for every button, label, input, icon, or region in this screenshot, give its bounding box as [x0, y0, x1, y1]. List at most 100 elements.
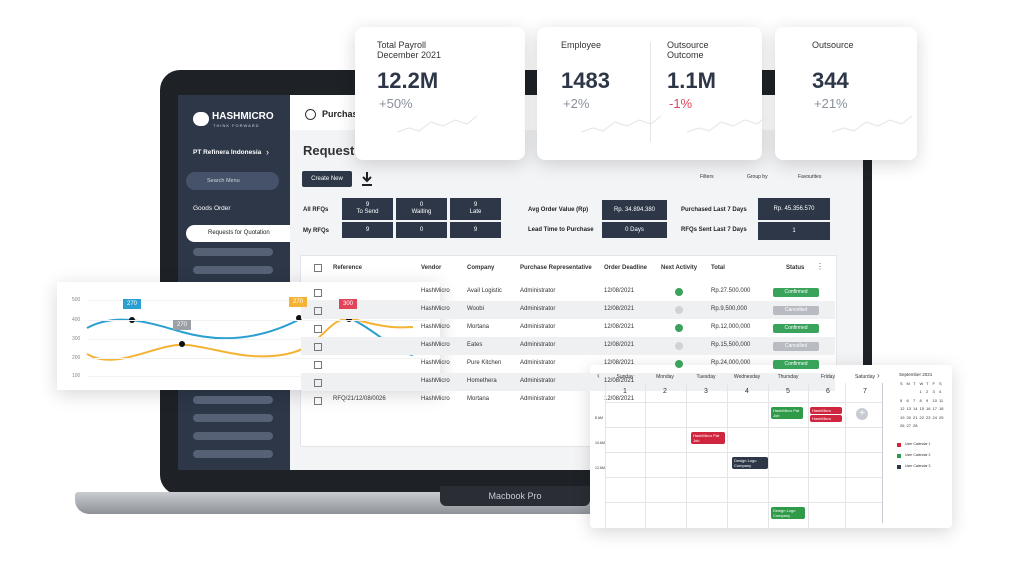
cell: RFQ/21/12/08/0026: [333, 396, 386, 402]
checkbox[interactable]: [314, 264, 322, 272]
menu-placeholder[interactable]: [193, 414, 273, 422]
menu-placeholder[interactable]: [193, 396, 273, 404]
mini-date: 7: [913, 397, 916, 403]
mini-date: 4: [939, 389, 942, 394]
create-button[interactable]: Create New: [302, 171, 352, 187]
company[interactable]: PT Refinera Indonesia: [193, 149, 262, 156]
my-rfq-tile[interactable]: 0: [396, 222, 447, 238]
event[interactable]: HashMicro Pat Job: [691, 432, 725, 444]
checkbox[interactable]: [314, 343, 322, 351]
event[interactable]: Design Logo Company: [771, 507, 805, 519]
checkbox[interactable]: [314, 289, 322, 297]
mini-date: 11: [939, 397, 944, 403]
kpi-subtitle: December 2021: [377, 50, 442, 60]
checkbox[interactable]: [314, 361, 322, 369]
summary-tile[interactable]: 0 Waiting: [396, 198, 447, 220]
col-line: [605, 383, 606, 528]
kpi-title: Outsource: [667, 40, 709, 50]
status-badge: Cancelled: [773, 342, 819, 351]
event[interactable]: HashMicro: [810, 415, 842, 422]
cell: Rp.15,500,000: [711, 342, 751, 348]
metric-label: Avg Order Value (Rp): [528, 207, 589, 213]
mini-date: 16: [926, 406, 931, 411]
menu-placeholder[interactable]: [193, 450, 273, 458]
menu-placeholder[interactable]: [193, 432, 273, 440]
column-header: Next Activity: [661, 265, 698, 271]
summary-tile[interactable]: 9 Late: [450, 198, 501, 220]
search-placeholder: Search Menu: [207, 178, 240, 184]
my-rfqs-label: My RFQs: [303, 228, 330, 234]
module-name[interactable]: Purchase: [322, 109, 363, 119]
kpi-card: [355, 27, 525, 160]
mini-weekday: W: [919, 381, 924, 386]
cell: Administrator: [520, 360, 556, 366]
checkbox[interactable]: [314, 379, 322, 387]
row-line: [605, 502, 882, 503]
weekday: Thursday: [777, 374, 799, 380]
menu-section[interactable]: Goods Order: [193, 205, 231, 212]
tile-value: 9: [365, 202, 370, 208]
search-box[interactable]: [186, 172, 279, 190]
mini-weekday: M: [906, 381, 910, 386]
activity-icon: [675, 342, 683, 350]
y-tick-label: 500: [72, 297, 81, 303]
download-icon[interactable]: [361, 171, 373, 187]
nav-arrow[interactable]: ›: [877, 371, 880, 380]
menu-placeholder[interactable]: [193, 248, 273, 256]
column-header: Status: [786, 265, 805, 271]
weekday: Wednesday: [733, 374, 761, 380]
col-line: [686, 383, 687, 528]
sparkline: [397, 115, 477, 133]
event[interactable]: HashMicro Pat Job: [771, 407, 803, 419]
menu-placeholder[interactable]: [193, 266, 273, 274]
cell: 12/08/2021: [604, 378, 635, 384]
status-badge: Confirmed: [773, 324, 819, 333]
logo: HASHMICRO: [212, 111, 274, 122]
mini-date: 21: [913, 414, 918, 420]
mini-date: 5: [900, 397, 903, 403]
callout: 270: [123, 299, 141, 309]
filters[interactable]: Filters: [700, 174, 714, 180]
row-line: [605, 477, 882, 478]
activity-icon: [675, 306, 683, 314]
cell: HashMicro: [421, 342, 450, 348]
my-rfq-tile[interactable]: 9: [342, 222, 393, 238]
legend-label: User Calendar 2: [905, 453, 931, 457]
col-line: [727, 383, 728, 528]
grid-line: [88, 358, 428, 359]
legend-swatch: [897, 443, 901, 447]
col-line: [768, 383, 769, 528]
checkbox[interactable]: [314, 307, 322, 315]
checkbox[interactable]: [314, 397, 322, 405]
mini-date: 8: [919, 397, 922, 403]
nav-arrow[interactable]: ‹: [597, 371, 600, 380]
group-by[interactable]: Group by: [747, 174, 768, 180]
column-menu[interactable]: ⋮: [816, 262, 824, 271]
status-badge: Cancelled: [773, 306, 819, 315]
cell: 12/08/2021: [604, 288, 635, 294]
add-button[interactable]: +: [856, 408, 868, 420]
cell: Rp.27.500.000: [711, 288, 751, 294]
checkbox[interactable]: [314, 325, 322, 333]
divider: [650, 42, 651, 142]
mini-date: 24: [932, 414, 937, 420]
kpi-card: [537, 27, 762, 160]
cell: Administrator: [520, 396, 556, 402]
column-header: Company: [467, 265, 495, 271]
cell: 12/08/2021: [604, 342, 635, 348]
date: 6: [826, 388, 830, 395]
tile-label: Late: [469, 209, 482, 215]
col-line: [808, 383, 809, 528]
mini-weekday: T: [913, 381, 916, 386]
logo-icon: [193, 112, 209, 126]
cell: HashMicro: [421, 324, 450, 330]
kpi-change: +21%: [814, 96, 848, 111]
active-menu-bg[interactable]: [186, 225, 290, 242]
chevron: ›: [266, 147, 269, 157]
my-rfq-tile[interactable]: 9: [450, 222, 501, 238]
favourites[interactable]: Favourites: [798, 174, 822, 180]
summary-tile[interactable]: 9 To Send: [342, 198, 393, 220]
event[interactable]: Design Logo Company: [732, 457, 768, 469]
event[interactable]: HashMicro: [810, 407, 842, 414]
date: 2: [663, 388, 667, 395]
